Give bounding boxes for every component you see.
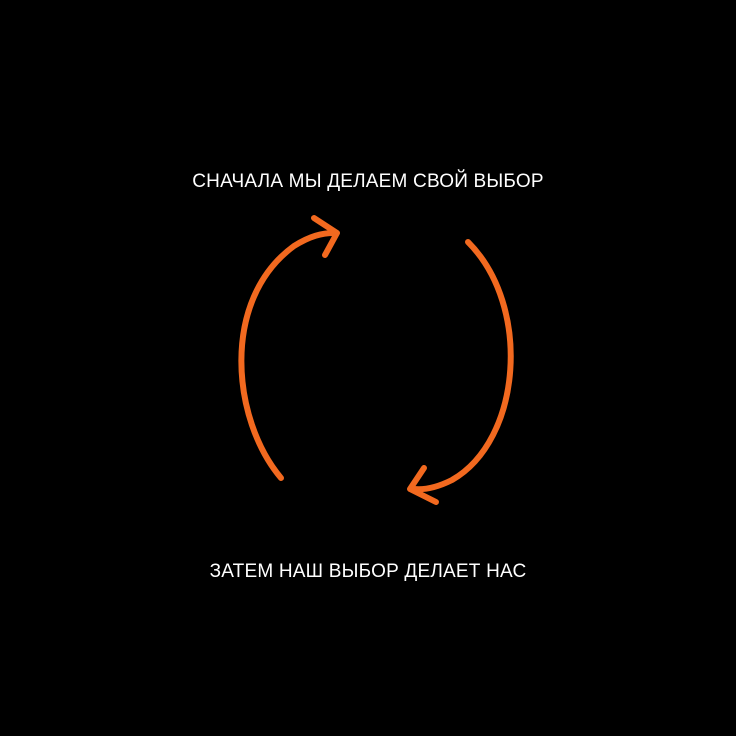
top-caption: СНАЧАЛА МЫ ДЕЛАЕМ СВОЙ ВЫБОР xyxy=(192,171,544,192)
curved-arrow-down-icon xyxy=(407,239,514,505)
curved-arrow-up-icon xyxy=(238,215,340,481)
bottom-caption: ЗАТЕМ НАШ ВЫБОР ДЕЛАЕТ НАС xyxy=(209,561,527,582)
